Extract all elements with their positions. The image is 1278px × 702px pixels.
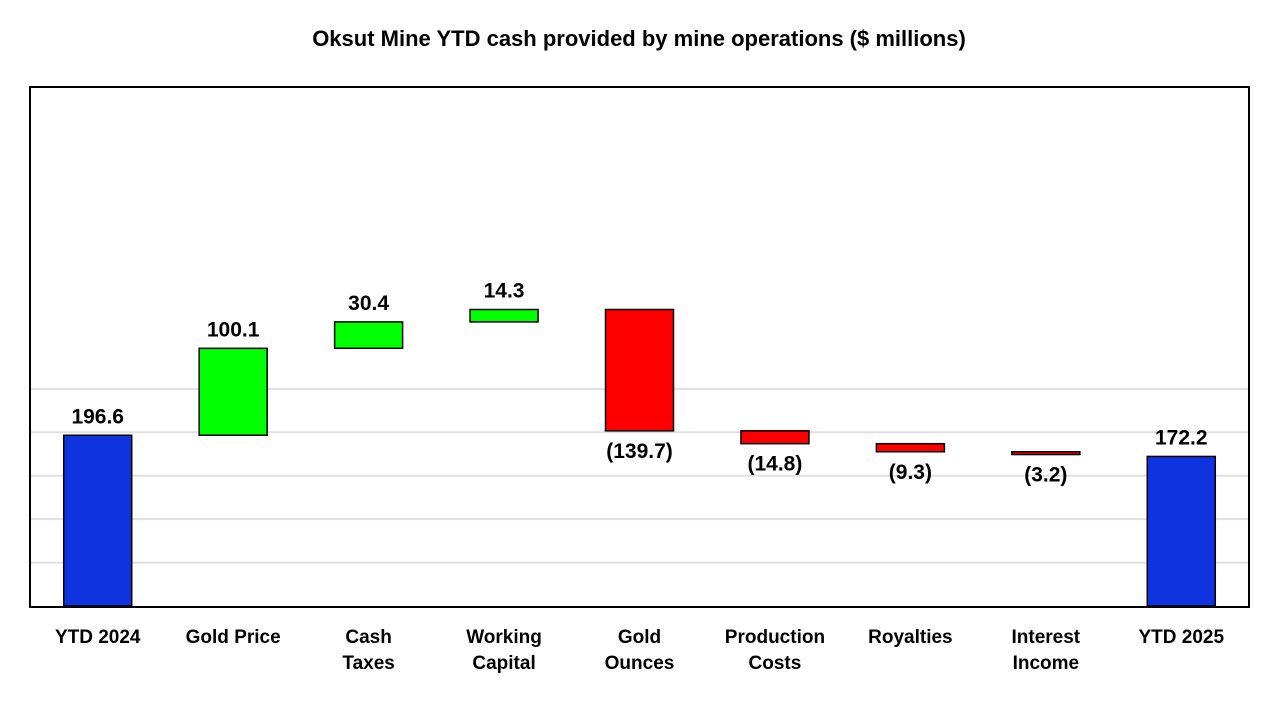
- category-label: Gold Price: [186, 627, 281, 648]
- bar-total: [62, 434, 133, 607]
- data-label: (139.7): [606, 440, 673, 463]
- category-label: Royalties: [868, 627, 952, 648]
- data-label: (9.3): [889, 461, 932, 484]
- data-label: 196.6: [71, 405, 124, 428]
- data-labels: 196.6 100.1 30.4 14.3 (139.7) (14.8) (9.3) (3.2…: [71, 279, 1207, 486]
- category-label: Taxes: [342, 653, 394, 674]
- category-label: Capital: [472, 653, 535, 674]
- bar-decrease: [1011, 451, 1081, 456]
- category-label: Cash: [345, 627, 391, 648]
- data-label: (14.8): [748, 453, 803, 476]
- bar-decrease: [604, 308, 675, 432]
- category-labels: YTD 2024 Gold Price Cash Taxes Working Capita…: [55, 627, 1225, 674]
- category-label: YTD 2025: [1139, 627, 1225, 648]
- bar-increase: [198, 347, 268, 437]
- bar-total: [1146, 455, 1217, 607]
- category-label: Income: [1013, 653, 1080, 674]
- data-label: (3.2): [1024, 464, 1067, 487]
- category-label: Interest: [1012, 627, 1081, 648]
- category-label: Costs: [749, 653, 802, 674]
- chart-title: Oksut Mine YTD cash provided by mine ope…: [312, 26, 966, 51]
- bar-decrease: [740, 430, 810, 445]
- category-label: Ounces: [605, 653, 675, 674]
- category-label: Production: [725, 627, 825, 648]
- bar-decrease: [875, 442, 946, 453]
- bars: [62, 308, 1217, 607]
- plot-area-frame: [29, 86, 1250, 608]
- bar-increase: [469, 308, 539, 323]
- category-label: YTD 2024: [55, 627, 141, 648]
- category-label: Working: [466, 627, 542, 648]
- data-label: 100.1: [207, 318, 260, 341]
- data-label: 14.3: [484, 279, 525, 302]
- category-label: Gold: [618, 627, 661, 648]
- data-label: 30.4: [348, 292, 389, 315]
- data-label: 172.2: [1155, 426, 1208, 449]
- bar-increase: [333, 321, 404, 350]
